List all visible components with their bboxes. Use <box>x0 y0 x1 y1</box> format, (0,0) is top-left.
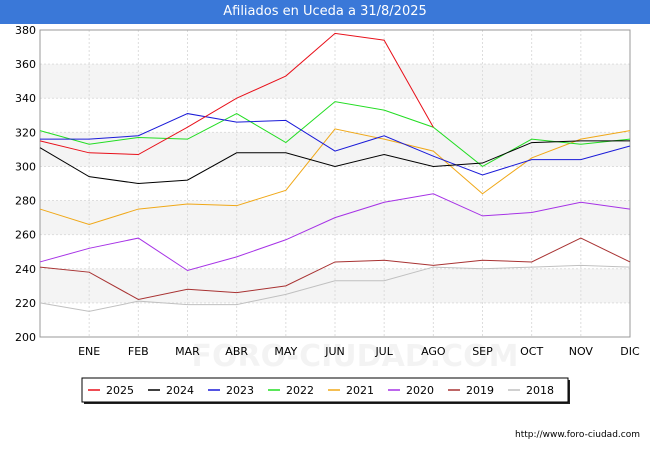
plot-border <box>39 29 631 338</box>
x-tick-label: JUN <box>324 345 345 358</box>
y-tick-label: 360 <box>15 58 36 71</box>
legend-label-2024: 2024 <box>166 384 194 397</box>
legend-label-2019: 2019 <box>466 384 494 397</box>
y-tick-label: 260 <box>15 229 36 242</box>
y-tick-label: 340 <box>15 92 36 105</box>
series-line-2021 <box>39 128 631 225</box>
y-tick-label: 320 <box>15 126 36 139</box>
y-tick-label: 220 <box>15 297 36 310</box>
chart-title: Afiliados en Uceda a 31/8/2025 <box>0 0 650 24</box>
series-line-2020 <box>39 193 631 272</box>
x-tick-label: SEP <box>472 345 493 358</box>
x-tick-label: DIC <box>620 345 640 358</box>
legend-label-2020: 2020 <box>406 384 434 397</box>
series-line-2023 <box>40 113 631 176</box>
y-tick-label: 300 <box>15 160 36 173</box>
series-line-2025 <box>39 32 434 156</box>
x-tick-label: AGO <box>421 345 446 358</box>
legend-label-2022: 2022 <box>286 384 314 397</box>
x-tick-label: NOV <box>569 345 594 358</box>
x-tick-label: MAY <box>274 345 297 358</box>
x-tick-label: MAR <box>175 345 200 358</box>
series-line-2022 <box>39 101 631 168</box>
x-tick-label: FEB <box>128 345 149 358</box>
y-tick-label: 380 <box>15 24 36 37</box>
y-tick-label: 200 <box>15 331 36 344</box>
legend-box <box>81 377 569 403</box>
x-tick-label: ABR <box>225 345 248 358</box>
watermark: FORO-CIUDAD.COM <box>192 339 519 374</box>
plot-band <box>40 132 630 167</box>
series-line-2024 <box>39 140 630 185</box>
y-tick-label: 240 <box>15 263 36 276</box>
legend-label-2023: 2023 <box>226 384 254 397</box>
x-tick-label: JUL <box>374 345 393 358</box>
x-tick-label: OCT <box>520 345 543 358</box>
plot-band <box>40 268 630 303</box>
x-tick-label: ENE <box>78 345 100 358</box>
source-url[interactable]: http://www.foro-ciudad.com <box>515 430 640 440</box>
legend-label-2021: 2021 <box>346 384 374 397</box>
legend-label-2018: 2018 <box>526 384 554 397</box>
plot-band <box>40 64 630 99</box>
legend-label-2025: 2025 <box>106 384 134 397</box>
series-line-2018 <box>39 264 631 312</box>
series-line-2019 <box>39 237 631 301</box>
y-tick-label: 280 <box>15 195 36 208</box>
